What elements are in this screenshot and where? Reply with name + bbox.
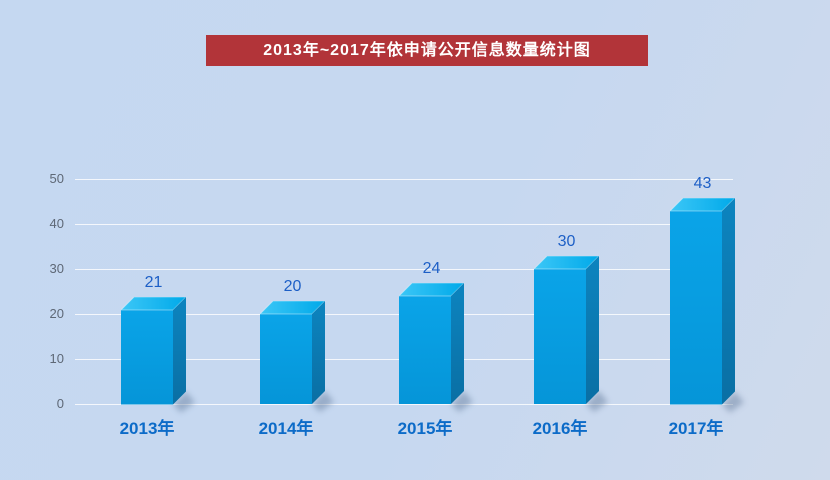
gridline — [75, 269, 733, 270]
bar-top-face — [399, 283, 465, 297]
y-axis-tick-label: 0 — [56, 396, 64, 411]
bar-side-face — [173, 296, 186, 404]
bar-side-face — [722, 197, 735, 404]
bar-top-face — [121, 296, 187, 310]
bar-top-face — [260, 301, 326, 315]
x-axis-category-label: 2015年 — [397, 419, 453, 438]
bar-2013年 — [121, 296, 195, 412]
bar-value-label: 24 — [422, 260, 441, 277]
bar-front-face — [670, 210, 722, 404]
bar-top-face — [534, 256, 600, 270]
x-axis-category-label: 2014年 — [258, 419, 314, 438]
chart-title: 2013年~2017年依申请公开信息数量统计图 — [206, 35, 648, 66]
bar-shadow — [451, 391, 473, 412]
bar-front-face — [121, 309, 173, 404]
bar-value-label: 30 — [557, 233, 576, 250]
gridline — [75, 179, 733, 180]
y-axis-tick-label: 20 — [49, 306, 64, 321]
bar-shadow — [722, 391, 744, 412]
gridline — [75, 404, 733, 405]
bar-2014年 — [260, 301, 334, 412]
bar-value-label: 43 — [693, 174, 712, 192]
bar-front-face — [260, 314, 312, 404]
bar-2017年 — [670, 197, 744, 412]
x-axis-category-label: 2016年 — [532, 419, 588, 438]
x-axis-category-label: 2013年 — [119, 419, 175, 438]
bar-value-label: 21 — [144, 273, 163, 291]
y-axis-tick-label: 50 — [49, 171, 64, 186]
bar-top-face — [670, 197, 736, 211]
bar-2015年 — [399, 283, 473, 412]
bar-side-face — [586, 256, 599, 404]
bar-2016年 — [534, 256, 608, 412]
y-axis-tick-label: 10 — [49, 351, 64, 366]
y-axis-tick-label: 30 — [49, 261, 64, 276]
bar-side-face — [312, 301, 325, 404]
bar-shadow — [312, 391, 334, 412]
bar-front-face — [534, 269, 586, 404]
bar-shadow — [173, 391, 195, 412]
bar-side-face — [451, 283, 464, 404]
bar-front-face — [399, 296, 451, 404]
y-axis-tick-label: 40 — [49, 216, 64, 231]
gridline — [75, 224, 733, 225]
x-axis-category-label: 2017年 — [668, 419, 724, 438]
bar-shadow — [586, 391, 608, 412]
bar-value-label: 20 — [283, 278, 302, 295]
